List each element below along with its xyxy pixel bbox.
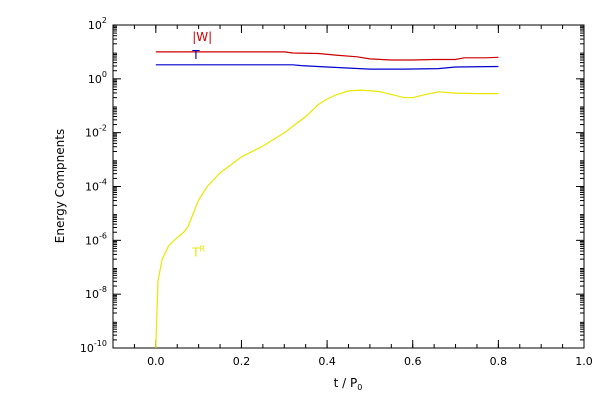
y-tick-label: 100 (88, 70, 107, 86)
series-label-0: |W| (192, 30, 212, 44)
x-tick-label: 0.6 (404, 355, 422, 368)
y-tick-label: 102 (88, 16, 107, 32)
y-tick-label: 10-6 (85, 231, 107, 247)
x-axis-title-subscript: 0 (357, 383, 362, 392)
y-tick-base: 10 (85, 288, 99, 301)
series-label-2: TR (191, 244, 205, 259)
x-axis-title: t / P0 (334, 376, 363, 392)
series-label-text: T (191, 48, 200, 62)
series-label-text: T (191, 245, 200, 259)
series-label-text: |W| (192, 30, 212, 44)
y-tick-label: 10-10 (80, 339, 107, 355)
y-tick-base: 10 (85, 234, 99, 247)
x-tick-label: 0.8 (490, 355, 508, 368)
series-line-0 (155, 51, 499, 61)
series-line-2 (155, 89, 499, 349)
x-tick-label: 0.0 (147, 355, 165, 368)
y-tick-base: 10 (85, 127, 99, 140)
y-tick-exponent: -6 (99, 231, 107, 240)
y-tick-base: 10 (85, 181, 99, 194)
y-tick-exponent: 2 (102, 16, 107, 25)
x-tick-label: 0.4 (318, 355, 336, 368)
y-tick-base: 10 (88, 19, 102, 32)
y-axis-title: Energy Compnents (53, 129, 67, 243)
x-tick-label: 0.2 (233, 355, 251, 368)
y-tick-base: 10 (80, 342, 94, 355)
y-tick-exponent: -4 (99, 178, 107, 187)
series-layer (155, 51, 499, 349)
y-tick-label: 10-2 (85, 124, 107, 140)
series-label-superscript: R (200, 244, 206, 253)
y-tick-exponent: -10 (94, 339, 107, 348)
series-labels: |W|TTR (191, 30, 212, 259)
x-tick-label: 1.0 (575, 355, 593, 368)
y-tick-base: 10 (88, 73, 102, 86)
y-tick-exponent: 0 (102, 70, 107, 79)
y-tick-exponent: -8 (99, 285, 107, 294)
series-label-1: T (191, 48, 200, 62)
axes-layer: 0.0 0.2 0.4 0.6 0.8 1.010-1010-810-610-410-21… (80, 16, 593, 368)
plot-frame (112, 24, 585, 349)
y-tick-label: 10-8 (85, 285, 107, 301)
y-tick-label: 10-4 (85, 178, 107, 194)
series-line-1 (155, 64, 499, 70)
y-tick-exponent: -2 (99, 124, 107, 133)
